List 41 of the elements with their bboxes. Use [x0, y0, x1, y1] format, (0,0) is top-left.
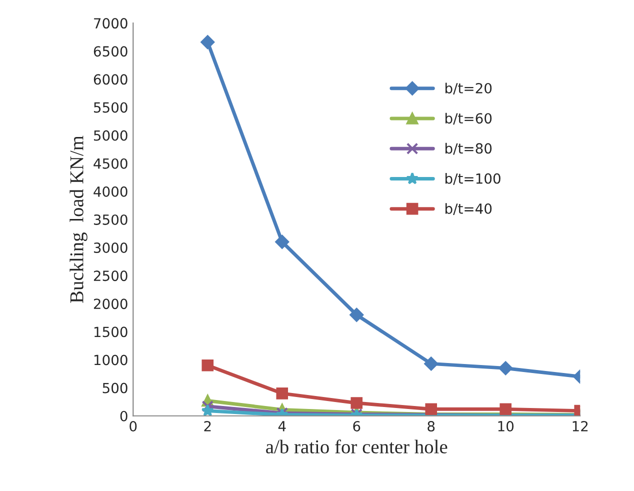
y-tick-label: 1000 [94, 354, 128, 366]
point [200, 35, 215, 50]
y-tick-label: 1500 [94, 326, 128, 338]
legend-label: b/t=20 [446, 82, 492, 95]
point [424, 356, 438, 371]
y-tick-label: 3500 [94, 214, 128, 225]
point [350, 397, 363, 409]
x-tick-label: 4 [278, 421, 286, 432]
legend-label: b/t=80 [446, 142, 492, 155]
x-axis-title: a/b ratio for center hole [266, 440, 448, 454]
x-tick-label: 6 [353, 420, 360, 432]
y-tick-label: 0 [120, 410, 128, 422]
y-axis-title: Buckling load KN/m [70, 136, 88, 303]
y-tick-label: 6000 [94, 74, 128, 85]
y-tick-label: 2500 [94, 270, 128, 282]
y-tick-label: 3000 [94, 242, 128, 254]
x-tick-label: 0 [130, 420, 137, 432]
legend-label: b/t=60 [446, 112, 492, 125]
y-tick-label: 500 [102, 382, 128, 394]
x-tick-label: 2 [204, 420, 211, 432]
point [275, 234, 290, 249]
y-tick-label: 7000 [94, 18, 128, 29]
point [202, 400, 214, 412]
point [500, 403, 512, 416]
x-tick-label: 8 [428, 420, 435, 432]
point [498, 361, 513, 376]
x-tick-label: 12 [572, 420, 588, 432]
legend-label: b/t=40 [446, 203, 492, 215]
y-tick-label: 4500 [94, 158, 128, 169]
y-tick-label: 5000 [94, 130, 128, 141]
y-tick-label: 2000 [94, 298, 128, 310]
y-tick-label: 4000 [94, 186, 128, 197]
point [350, 308, 364, 322]
legend-label: b/t=100 [446, 173, 500, 185]
x-tick-label: 10 [498, 420, 514, 432]
y-tick-label: 6500 [94, 46, 128, 57]
point [425, 403, 438, 416]
point [201, 404, 214, 416]
point [276, 388, 288, 400]
y-tick-label: 5500 [94, 102, 128, 113]
point [202, 359, 214, 372]
